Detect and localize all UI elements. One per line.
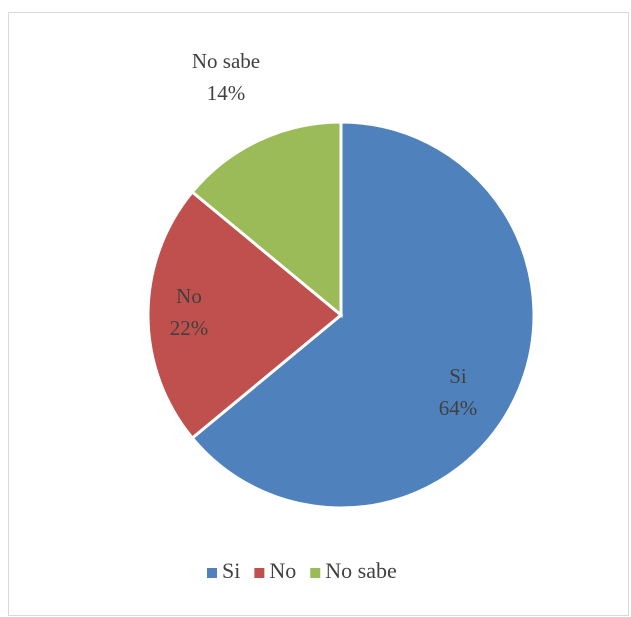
legend-label: No sabe: [325, 558, 396, 583]
pie-slice: [146, 189, 344, 441]
legend-swatch: [310, 568, 321, 578]
legend-swatch: [254, 568, 265, 578]
slice-label-name: Si: [449, 364, 467, 388]
legend-label: No: [269, 558, 296, 583]
slice-label-value: 64%: [439, 396, 478, 420]
legend-swatch: [207, 568, 217, 578]
pie-slice: [190, 120, 343, 319]
pie-slice: [190, 120, 536, 510]
slice-label-value: 22%: [170, 316, 209, 340]
slice-label-name: No sabe: [192, 49, 260, 73]
slice-label-name: No: [176, 284, 202, 308]
slice-label-value: 14%: [207, 81, 246, 105]
legend-label: Si: [222, 558, 240, 583]
